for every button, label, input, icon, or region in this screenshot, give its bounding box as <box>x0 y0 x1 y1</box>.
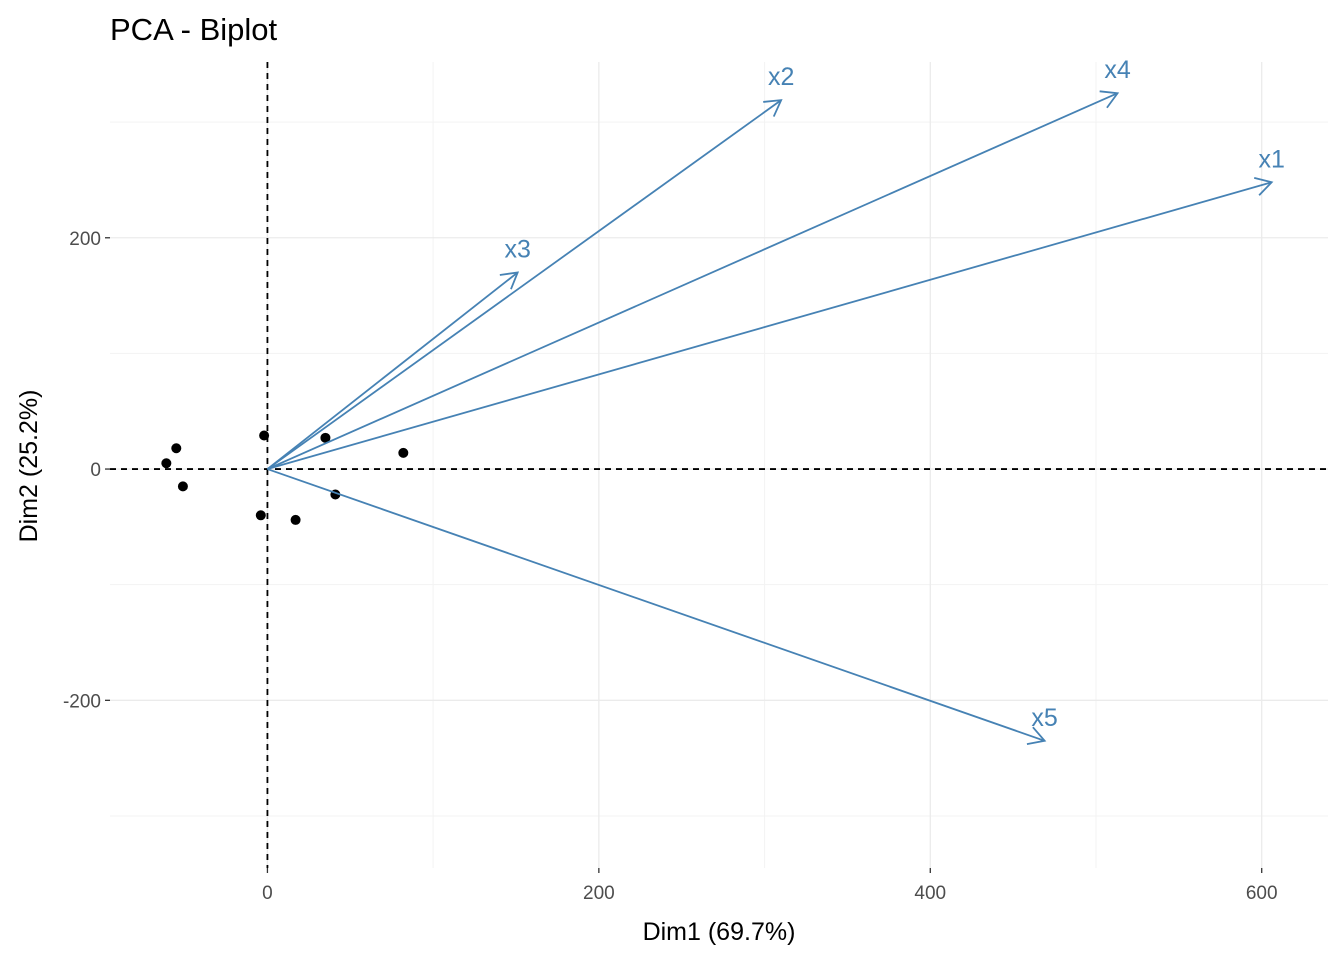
arrow-shaft <box>267 92 1118 470</box>
variable-arrow-x1: x1 <box>267 145 1285 470</box>
arrow-shaft <box>266 99 782 470</box>
arrow-head <box>1253 177 1274 196</box>
observation-point <box>255 510 266 521</box>
grid-lines <box>110 62 1328 868</box>
variable-label: x3 <box>504 235 530 263</box>
variable-label: x5 <box>1031 704 1057 732</box>
x-axis-title: Dim1 (69.7%) <box>643 918 796 946</box>
y-axis-title: Dim2 (25.2%) <box>15 390 43 543</box>
variable-label: x4 <box>1104 56 1131 84</box>
observation-point <box>259 430 270 441</box>
tick-labels: 0 200 400 600 -200 0 200 <box>63 229 1278 904</box>
arrow-shaft <box>267 181 1272 470</box>
observation-point <box>290 514 301 525</box>
observation-point <box>398 447 409 458</box>
observation-point <box>171 443 182 454</box>
variable-arrow-x4: x4 <box>267 56 1131 470</box>
variable-arrow-x5: x5 <box>267 468 1058 746</box>
arrow-head <box>763 99 783 117</box>
y-tick-label: -200 <box>63 691 101 712</box>
reference-lines <box>110 62 1328 868</box>
chart-title: PCA - Biplot <box>110 12 278 47</box>
arrow-head <box>1026 726 1047 746</box>
variable-arrow-x3: x3 <box>266 235 531 470</box>
x-tick-label: 600 <box>1246 883 1278 904</box>
observation-point <box>320 432 331 443</box>
variable-label: x1 <box>1258 145 1284 173</box>
arrow-shaft <box>266 271 519 470</box>
x-tick-label: 200 <box>583 883 615 904</box>
x-tick-label: 400 <box>914 883 946 904</box>
variable-arrows: x1 x2 x3 x4 x5 <box>266 56 1285 746</box>
variable-label: x2 <box>768 63 794 91</box>
variable-arrow-x2: x2 <box>266 63 794 470</box>
y-tick-label: 0 <box>90 460 101 481</box>
arrow-shaft <box>267 468 1045 742</box>
observation-point <box>161 458 172 469</box>
x-tick-label: 0 <box>262 883 273 904</box>
observation-points <box>161 430 409 525</box>
y-tick-label: 200 <box>69 229 101 250</box>
arrow-head <box>1099 90 1120 109</box>
arrow-head <box>499 271 520 290</box>
observation-point <box>177 481 188 492</box>
